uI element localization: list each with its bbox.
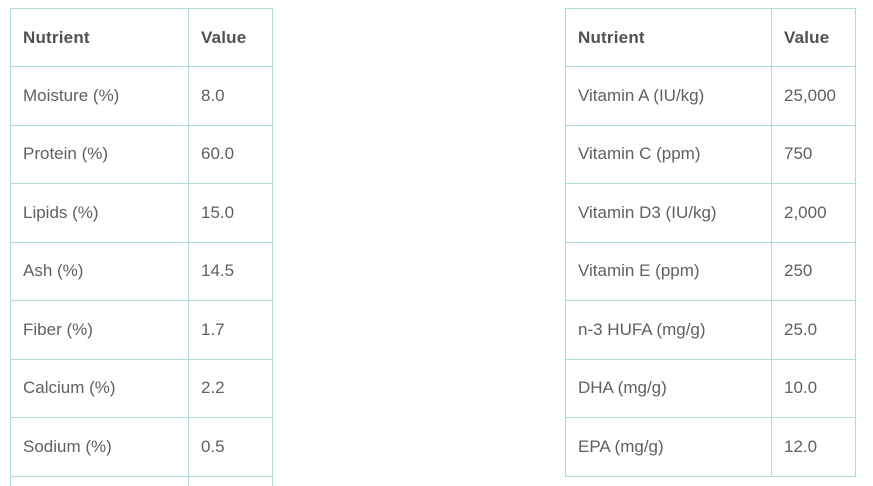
value-cell: 15.0 [188, 183, 273, 243]
value-cell: 8.0 [188, 66, 273, 126]
vitamins-fatty-acids-table: Nutrient Value Vitamin A (IU/kg) 25,000 Vit… [565, 8, 856, 477]
value-cell: 10.0 [771, 358, 856, 418]
table-row: Moisture (%) 8.0 [10, 66, 273, 126]
value-cell: 250 [771, 241, 856, 301]
table-row: DHA (mg/g) 10.0 [565, 358, 856, 418]
empty-cell [188, 475, 273, 486]
header-row: Nutrient Value [10, 8, 273, 67]
nutrient-cell: Vitamin E (ppm) [565, 241, 772, 301]
value-cell: 1.7 [188, 300, 273, 360]
table-row: Calcium (%) 2.2 [10, 358, 273, 418]
nutrient-cell: Vitamin D3 (IU/kg) [565, 183, 772, 243]
table-row: n-3 HUFA (mg/g) 25.0 [565, 300, 856, 360]
nutrient-cell: Moisture (%) [10, 66, 189, 126]
nutrient-cell: DHA (mg/g) [565, 358, 772, 418]
table-body: Vitamin A (IU/kg) 25,000 Vitamin C (ppm) 75… [565, 66, 856, 477]
nutrient-cell: Vitamin C (ppm) [565, 124, 772, 184]
value-cell: 14.5 [188, 241, 273, 301]
table-row: Protein (%) 60.0 [10, 124, 273, 184]
nutrient-cell: Protein (%) [10, 124, 189, 184]
header-row: Nutrient Value [565, 8, 856, 67]
nutrient-column-header: Nutrient [565, 8, 772, 67]
table-row: Vitamin A (IU/kg) 25,000 [565, 66, 856, 126]
table-row: Vitamin D3 (IU/kg) 2,000 [565, 183, 856, 243]
nutrient-cell: Sodium (%) [10, 417, 189, 477]
value-cell: 12.0 [771, 417, 856, 477]
value-cell: 2,000 [771, 183, 856, 243]
value-cell: 60.0 [188, 124, 273, 184]
table-header: Nutrient Value [10, 8, 273, 67]
value-column-header: Value [188, 8, 273, 67]
nutrient-cell: Vitamin A (IU/kg) [565, 66, 772, 126]
table-row: EPA (mg/g) 12.0 [565, 417, 856, 477]
table-row: Fiber (%) 1.7 [10, 300, 273, 360]
value-cell: 25.0 [771, 300, 856, 360]
table-row: Sodium (%) 0.5 [10, 417, 273, 477]
value-cell: 0.5 [188, 417, 273, 477]
table-header: Nutrient Value [565, 8, 856, 67]
table-row: Ash (%) 14.5 [10, 241, 273, 301]
value-cell: 2.2 [188, 358, 273, 418]
value-cell: 750 [771, 124, 856, 184]
empty-cell [10, 475, 189, 486]
table-body: Moisture (%) 8.0 Protein (%) 60.0 Lipids (%)… [10, 66, 273, 486]
nutrient-column-header: Nutrient [10, 8, 189, 67]
nutrient-cell: Calcium (%) [10, 358, 189, 418]
nutrient-cell: Lipids (%) [10, 183, 189, 243]
table-row: Vitamin C (ppm) 750 [565, 124, 856, 184]
nutrient-cell: n-3 HUFA (mg/g) [565, 300, 772, 360]
value-column-header: Value [771, 8, 856, 67]
table-row: Lipids (%) 15.0 [10, 183, 273, 243]
proximate-analysis-table: Nutrient Value Moisture (%) 8.0 Protein (%)… [10, 8, 273, 486]
nutrient-cell: Ash (%) [10, 241, 189, 301]
value-cell: 25,000 [771, 66, 856, 126]
partial-clipped-row [10, 475, 273, 486]
nutrient-cell: EPA (mg/g) [565, 417, 772, 477]
nutrient-cell: Fiber (%) [10, 300, 189, 360]
table-row: Vitamin E (ppm) 250 [565, 241, 856, 301]
